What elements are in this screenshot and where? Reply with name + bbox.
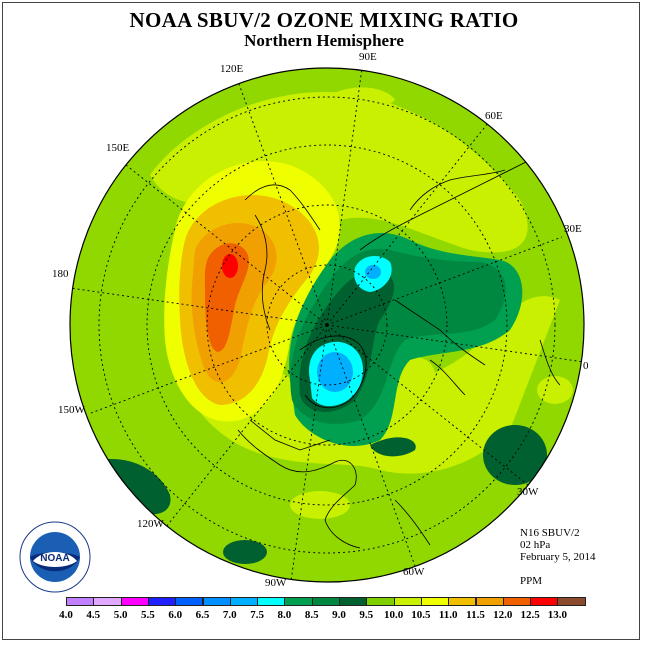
colorbar-tick-label: 5.0 [113,609,128,621]
lon-label-180: 180 [52,268,69,280]
lon-label-90w: 90W [265,577,287,589]
colorbar-tick-label: 6.0 [168,609,183,621]
colorbar-swatch [448,597,477,606]
colorbar-swatch [66,597,95,606]
field-dark-green-3 [483,425,547,485]
lon-label-90e: 90E [359,51,377,63]
colorbar-swatch [339,597,368,606]
field-blue-core [317,352,353,392]
colorbar-tick-label: 4.0 [59,609,73,621]
colorbar-tick-label: 12.5 [520,609,540,621]
field-lime-5 [537,376,573,404]
colorbar-tick-label: 13.0 [547,609,568,621]
field-lime-4 [290,491,350,519]
colorbar-swatch [530,597,559,606]
noaa-logo: NOAA [19,521,91,593]
colorbar-swatch [420,597,450,606]
colorbar-swatch [284,597,313,606]
colorbar-swatch [93,597,122,606]
lon-label-60e: 60E [485,110,503,122]
colorbar-swatch [120,597,149,606]
field-lime-2 [168,296,560,474]
field-red [222,254,238,278]
colorbar-tick-label: 11.5 [466,609,485,621]
colorbar-tick-label: 7.5 [250,609,264,621]
map-title: NOAA SBUV/2 OZONE MIXING RATIO [129,8,519,32]
info-date: February 5, 2014 [520,551,596,563]
colorbar-swatch [366,597,395,606]
lon-label-30w: 30W [517,486,539,498]
lon-label-120e: 120E [220,63,244,75]
lon-label-150w: 150W [58,404,85,416]
figure-frame [2,2,640,640]
colorbar-swatch [393,597,422,606]
colorbar-tick-label: 10.0 [383,609,404,621]
field-blue-core-2 [365,265,381,279]
logo-text: NOAA [40,553,69,564]
colorbar-tick-label: 4.5 [86,609,101,621]
info-instrument: N16 SBUV/2 [520,527,580,539]
coastlines [237,159,561,549]
info-units: PPM [520,575,543,587]
lon-label-30e: 30E [564,223,582,235]
colorbar-tick-label: 9.0 [332,609,346,621]
lon-label-60w: 60W [403,566,425,578]
colorbar-tick-label: 11.0 [438,609,458,621]
colorbar-swatch [229,597,259,606]
field-dark-green-2 [370,437,416,457]
colorbar-swatch [202,597,231,606]
colorbar-tick-label: 12.0 [493,609,513,621]
colorbar-swatch [557,597,586,606]
colorbar-swatch [311,597,340,606]
lon-label-120w: 120W [137,518,164,530]
colorbar-tick-label: 9.5 [359,609,374,621]
colorbar-tick-label: 8.0 [277,609,292,621]
colorbar-tick-label: 7.0 [222,609,237,621]
colorbar-swatch [147,597,177,606]
colorbar-swatch [257,597,286,606]
colorbar-tick-label: 5.5 [141,609,155,621]
lon-label-150e: 150E [106,142,130,154]
colorbar-swatch [175,597,204,606]
colorbar-tick-label: 10.5 [411,609,431,621]
map-boundary [69,67,585,583]
field-dark-orange [204,243,249,352]
colorbar-swatch [502,597,532,606]
colorbar-tick-label: 8.5 [304,609,319,621]
colorbar-tick-label: 6.5 [195,609,210,621]
field-lime-3 [330,87,395,110]
colorbar-swatch [475,597,504,606]
graticule [69,67,585,582]
map-subtitle: Northern Hemisphere [244,31,404,50]
field-dark-green-5 [223,540,267,564]
lon-label-0: 0 [583,360,589,372]
info-level: 02 hPa [520,539,551,551]
